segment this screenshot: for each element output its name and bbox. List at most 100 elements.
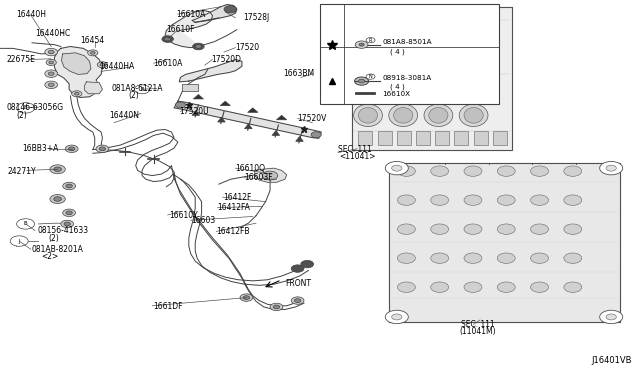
Bar [474,131,488,145]
Text: 17520V: 17520V [298,114,327,123]
Text: 16440HC: 16440HC [35,29,70,38]
Text: R: R [369,38,372,43]
Ellipse shape [389,104,417,126]
Circle shape [497,224,515,234]
Circle shape [311,132,321,138]
Circle shape [45,48,58,56]
Bar [397,131,411,145]
Circle shape [10,236,28,246]
Circle shape [385,310,408,324]
Circle shape [359,43,364,46]
Text: <11041>: <11041> [339,153,376,161]
Text: 16603F: 16603F [244,173,273,182]
Circle shape [74,92,79,95]
Circle shape [66,211,72,215]
Text: 17528J: 17528J [243,13,269,22]
Bar [454,131,468,145]
Text: 16440HA: 16440HA [99,62,134,71]
Circle shape [497,166,515,176]
Polygon shape [174,101,321,138]
Circle shape [428,42,448,54]
Circle shape [464,166,482,176]
Text: 22675E: 22675E [6,55,35,64]
Circle shape [193,43,204,50]
Circle shape [294,299,301,302]
Circle shape [162,36,173,42]
Text: (2): (2) [128,92,139,100]
Bar [320,4,499,104]
Circle shape [464,253,482,263]
Text: 17520U: 17520U [179,107,209,116]
Circle shape [65,145,78,153]
Circle shape [463,109,484,121]
Text: 16610Y: 16610Y [170,211,198,220]
Circle shape [175,102,186,108]
Circle shape [433,46,442,51]
Text: J: J [19,238,20,244]
Text: 16603: 16603 [191,216,215,225]
Text: 16454: 16454 [80,36,104,45]
Text: 16412F: 16412F [223,193,251,202]
Circle shape [497,195,515,205]
Circle shape [54,167,61,171]
Circle shape [68,147,75,151]
Text: B: B [24,105,28,110]
Text: 081A8-8501A: 081A8-8501A [382,39,432,45]
Circle shape [397,195,415,205]
Bar [378,131,392,145]
Ellipse shape [358,108,378,123]
Circle shape [531,224,548,234]
Circle shape [61,220,74,228]
Circle shape [50,195,65,203]
Text: 16440H: 16440H [16,10,46,19]
Polygon shape [54,46,102,97]
Text: 081AB-8201A: 081AB-8201A [32,245,84,254]
Polygon shape [165,10,212,48]
Circle shape [431,253,449,263]
Circle shape [362,79,371,84]
Circle shape [46,60,56,65]
Circle shape [397,253,415,263]
Circle shape [291,265,304,272]
Text: 16610X: 16610X [382,91,410,97]
Text: J16401VB: J16401VB [592,356,632,365]
Circle shape [355,41,368,48]
Circle shape [433,113,442,118]
Ellipse shape [394,108,413,123]
Circle shape [301,260,314,268]
Circle shape [243,296,250,299]
Circle shape [428,109,448,121]
Circle shape [397,79,406,84]
Circle shape [531,166,548,176]
Text: B: B [24,221,28,227]
Circle shape [397,12,406,17]
Polygon shape [179,60,242,82]
Text: 16610F: 16610F [166,25,195,34]
Text: 1661DF: 1661DF [154,302,183,311]
Text: 24271Y: 24271Y [8,167,36,176]
Polygon shape [276,115,287,120]
Text: 16610Q: 16610Q [236,164,266,173]
Circle shape [397,46,406,51]
Circle shape [240,294,253,301]
Text: 16440N: 16440N [109,111,139,120]
Circle shape [64,222,70,226]
Ellipse shape [464,108,483,123]
Polygon shape [352,7,512,150]
Circle shape [356,42,376,54]
Circle shape [469,113,478,118]
Text: ( 4 ): ( 4 ) [390,48,405,55]
Bar [182,84,198,91]
Text: 17520: 17520 [236,43,260,52]
Circle shape [358,79,365,83]
Circle shape [99,147,106,151]
Text: ( 4 ): ( 4 ) [390,83,405,90]
Circle shape [362,113,371,118]
Circle shape [397,166,415,176]
Ellipse shape [429,108,448,123]
Circle shape [164,37,171,41]
Text: 16412FB: 16412FB [216,227,250,236]
Circle shape [431,195,449,205]
Circle shape [463,76,484,88]
Bar [358,131,372,145]
